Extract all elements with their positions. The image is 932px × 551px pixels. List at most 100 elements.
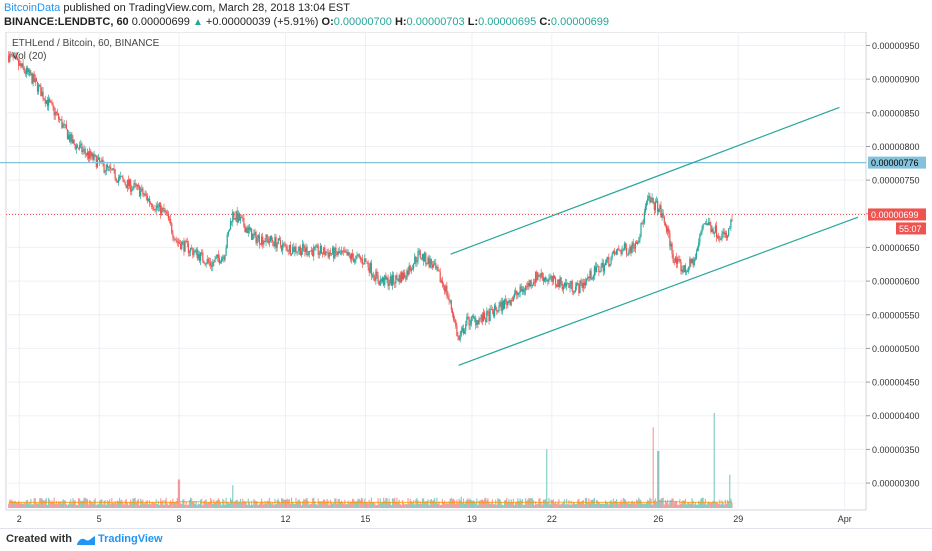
volume-bar xyxy=(446,501,448,508)
candle-body xyxy=(314,246,316,248)
candle-body xyxy=(101,159,103,162)
candle-body xyxy=(529,280,531,287)
volume-bar xyxy=(671,498,673,508)
volume-bar xyxy=(511,502,513,508)
tradingview-brand[interactable]: TradingView xyxy=(98,533,163,545)
volume-bar xyxy=(405,503,407,508)
candle-body xyxy=(381,277,384,282)
volume-bar xyxy=(208,502,211,508)
candle-body xyxy=(639,236,641,241)
volume-bar xyxy=(63,499,65,508)
volume-bar xyxy=(483,498,486,508)
candle-body xyxy=(20,63,22,67)
volume-bar xyxy=(654,498,657,508)
volume-bar xyxy=(20,503,22,508)
chart-area[interactable]: 0.00000950 0.00000900 0.00000850 0.00000800… xyxy=(0,32,932,528)
volume-bar xyxy=(621,503,623,508)
volume-bar xyxy=(290,497,293,508)
candle-body xyxy=(50,101,52,103)
candle-body xyxy=(663,216,665,223)
volume-bar xyxy=(46,504,49,508)
volume-bar xyxy=(410,500,412,508)
x-tick-label: 5 xyxy=(97,514,102,524)
candle-body xyxy=(428,257,430,268)
candle-body xyxy=(356,255,358,256)
candle-body xyxy=(679,259,681,262)
volume-bar xyxy=(143,503,145,508)
tradingview-logo-icon[interactable] xyxy=(76,534,96,546)
candle-body xyxy=(181,242,183,250)
volume-bar xyxy=(229,498,232,508)
candle-body xyxy=(688,266,690,272)
candle-body xyxy=(531,284,533,287)
hline-price-tag xyxy=(868,156,926,169)
volume-bar xyxy=(503,500,506,508)
volume-bar xyxy=(581,500,583,508)
candle-body xyxy=(505,299,507,301)
volume-bar xyxy=(214,502,216,508)
candle-body xyxy=(164,210,166,212)
candle-body xyxy=(599,271,601,273)
candle-body xyxy=(668,228,670,234)
candle-body xyxy=(592,275,594,279)
candle-body xyxy=(675,257,678,264)
chart-legend-title: ETHLend / Bitcoin, 60, BINANCE xyxy=(12,38,160,49)
volume-bar xyxy=(434,497,436,508)
volume-bar xyxy=(269,501,272,508)
candle-body xyxy=(479,318,481,320)
x-tick-label: 8 xyxy=(177,514,182,524)
candle-body xyxy=(270,235,273,241)
candle-body xyxy=(641,223,643,225)
candle-body xyxy=(409,265,411,271)
candle-body xyxy=(340,251,343,253)
candle-body xyxy=(472,316,475,318)
volume-bar xyxy=(455,503,457,508)
volume-bar xyxy=(138,504,141,508)
price-chart[interactable]: 0.00000950 0.00000900 0.00000850 0.00000800… xyxy=(0,32,932,528)
volume-bar xyxy=(258,503,260,508)
volume-bar xyxy=(127,505,130,508)
volume-bar xyxy=(627,503,629,508)
candle-body xyxy=(525,286,527,291)
candle-body xyxy=(184,240,186,252)
candle-body xyxy=(571,280,573,291)
volume-bar xyxy=(421,498,424,508)
volume-bar xyxy=(199,499,202,508)
volume-bar xyxy=(176,497,178,508)
candle-body xyxy=(405,277,407,280)
x-tick-label: 22 xyxy=(547,514,557,524)
candle-body xyxy=(476,320,478,326)
candle-body xyxy=(318,253,320,255)
volume-bar xyxy=(667,499,669,508)
volume-bar xyxy=(115,503,117,508)
current-price-label: 0.00000699 xyxy=(871,210,919,220)
volume-bar xyxy=(731,502,733,508)
volume-bar xyxy=(451,499,454,508)
candle-body xyxy=(195,249,197,251)
volume-bar xyxy=(9,499,11,508)
volume-bar xyxy=(223,500,225,508)
candle-body xyxy=(441,280,444,284)
volume-bar xyxy=(573,502,576,508)
candle-body xyxy=(130,179,132,192)
volume-bar xyxy=(536,504,538,508)
open-label: O: xyxy=(321,16,334,28)
publisher-link[interactable]: BitcoinData xyxy=(4,2,61,14)
candle-body xyxy=(469,324,471,326)
volume-bar xyxy=(548,497,550,508)
volume-bar xyxy=(448,501,450,508)
volume-bar xyxy=(272,502,274,508)
symbol[interactable]: BINANCE:LENDBTC, 60 xyxy=(4,16,129,28)
candle-body xyxy=(715,225,718,238)
candle-body xyxy=(228,229,231,232)
candle-body xyxy=(308,250,310,255)
candle-body xyxy=(143,194,145,196)
volume-bar xyxy=(647,499,649,508)
candle-body xyxy=(611,253,613,258)
candle-body xyxy=(537,275,539,281)
volume-bar xyxy=(355,502,357,508)
candle-body xyxy=(567,283,569,285)
volume-bar xyxy=(719,499,721,508)
candle-body xyxy=(407,270,409,275)
volume-bar xyxy=(70,499,72,508)
